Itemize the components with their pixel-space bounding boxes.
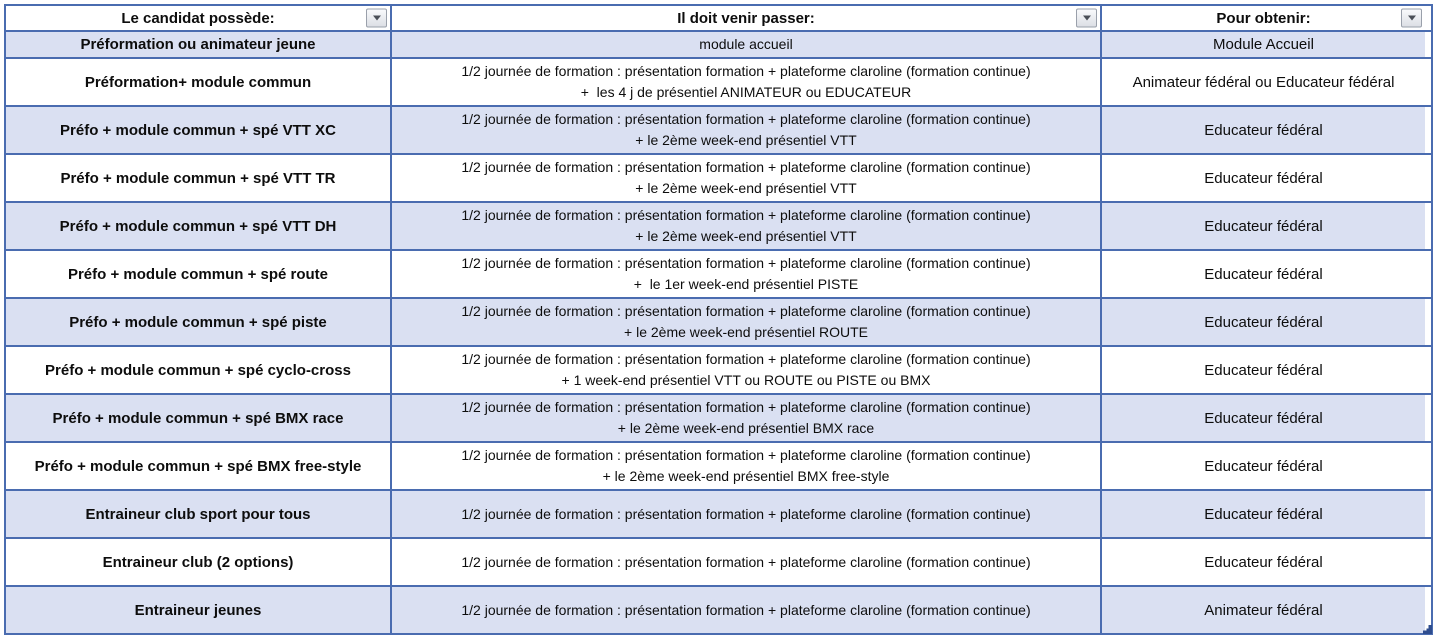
chevron-down-icon [1082,15,1091,21]
table-row: Préfo + module commun + spé VTT DH 1/2 j… [6,201,1431,249]
table-row: Préfo + module commun + spé route 1/2 jo… [6,249,1431,297]
table-row: Préfo + module commun + spé VTT TR 1/2 j… [6,153,1431,201]
filter-button-passer[interactable] [1076,8,1097,28]
cell-obtenir[interactable]: Educateur fédéral [1100,539,1425,585]
cell-obtenir[interactable]: Animateur fédéral [1100,587,1425,633]
cell-candidat[interactable]: Préfo + module commun + spé piste [6,299,390,345]
cell-candidat[interactable]: Préfo + module commun + spé VTT TR [6,155,390,201]
cell-candidat[interactable]: Préformation ou animateur jeune [6,32,390,57]
cell-obtenir[interactable]: Educateur fédéral [1100,443,1425,489]
cell-passer[interactable]: 1/2 journée de formation : présentation … [390,587,1100,633]
formation-table: Le candidat possède: Il doit venir passe… [4,4,1433,635]
cell-obtenir[interactable]: Educateur fédéral [1100,251,1425,297]
cell-passer[interactable]: 1/2 journée de formation : présentation … [390,59,1100,105]
resize-handle-icon [1423,625,1432,634]
cell-candidat[interactable]: Préfo + module commun + spé cyclo-cross [6,347,390,393]
header-row: Le candidat possède: Il doit venir passe… [6,6,1431,30]
cell-passer[interactable]: 1/2 journée de formation : présentation … [390,443,1100,489]
cell-candidat[interactable]: Entraineur club (2 options) [6,539,390,585]
table-row: Préfo + module commun + spé BMX free-sty… [6,441,1431,489]
cell-candidat[interactable]: Entraineur club sport pour tous [6,491,390,537]
cell-passer[interactable]: 1/2 journée de formation : présentation … [390,155,1100,201]
filter-button-obtenir[interactable] [1401,8,1422,28]
chevron-down-icon [1407,15,1416,21]
chevron-down-icon [372,15,381,21]
table-row: Préformation+ module commun 1/2 journée … [6,57,1431,105]
cell-passer[interactable]: module accueil [390,32,1100,57]
cell-passer[interactable]: 1/2 journée de formation : présentation … [390,347,1100,393]
cell-obtenir[interactable]: Animateur fédéral ou Educateur fédéral [1100,59,1425,105]
cell-obtenir[interactable]: Educateur fédéral [1100,203,1425,249]
table-row: Préfo + module commun + spé VTT XC 1/2 j… [6,105,1431,153]
cell-obtenir[interactable]: Educateur fédéral [1100,155,1425,201]
table-row: Préformation ou animateur jeune module a… [6,30,1431,57]
column-header-label: Il doit venir passer: [677,9,815,27]
cell-passer[interactable]: 1/2 journée de formation : présentation … [390,299,1100,345]
cell-candidat[interactable]: Préformation+ module commun [6,59,390,105]
table-row: Entraineur club (2 options) 1/2 journée … [6,537,1431,585]
cell-candidat[interactable]: Préfo + module commun + spé BMX race [6,395,390,441]
cell-passer[interactable]: 1/2 journée de formation : présentation … [390,395,1100,441]
cell-passer[interactable]: 1/2 journée de formation : présentation … [390,107,1100,153]
cell-obtenir[interactable]: Educateur fédéral [1100,299,1425,345]
cell-passer[interactable]: 1/2 journée de formation : présentation … [390,491,1100,537]
column-header-label: Pour obtenir: [1216,9,1311,27]
cell-candidat[interactable]: Préfo + module commun + spé route [6,251,390,297]
table-row: Préfo + module commun + spé BMX race 1/2… [6,393,1431,441]
cell-candidat[interactable]: Préfo + module commun + spé VTT DH [6,203,390,249]
column-header-label: Le candidat possède: [121,9,275,27]
cell-obtenir[interactable]: Educateur fédéral [1100,107,1425,153]
table-row: Préfo + module commun + spé cyclo-cross … [6,345,1431,393]
cell-candidat[interactable]: Préfo + module commun + spé VTT XC [6,107,390,153]
table-row: Préfo + module commun + spé piste 1/2 jo… [6,297,1431,345]
column-header-candidat[interactable]: Le candidat possède: [6,6,390,30]
table-resize-handle[interactable] [1423,625,1432,634]
cell-passer[interactable]: 1/2 journée de formation : présentation … [390,203,1100,249]
table-row: Entraineur club sport pour tous 1/2 jour… [6,489,1431,537]
cell-passer[interactable]: 1/2 journée de formation : présentation … [390,539,1100,585]
cell-obtenir[interactable]: Educateur fédéral [1100,347,1425,393]
cell-obtenir[interactable]: Educateur fédéral [1100,395,1425,441]
cell-obtenir[interactable]: Educateur fédéral [1100,491,1425,537]
cell-passer[interactable]: 1/2 journée de formation : présentation … [390,251,1100,297]
table-row: Entraineur jeunes 1/2 journée de formati… [6,585,1431,633]
column-header-passer[interactable]: Il doit venir passer: [390,6,1100,30]
cell-candidat[interactable]: Entraineur jeunes [6,587,390,633]
cell-obtenir[interactable]: Module Accueil [1100,32,1425,57]
cell-candidat[interactable]: Préfo + module commun + spé BMX free-sty… [6,443,390,489]
filter-button-candidat[interactable] [366,8,387,28]
column-header-obtenir[interactable]: Pour obtenir: [1100,6,1425,30]
